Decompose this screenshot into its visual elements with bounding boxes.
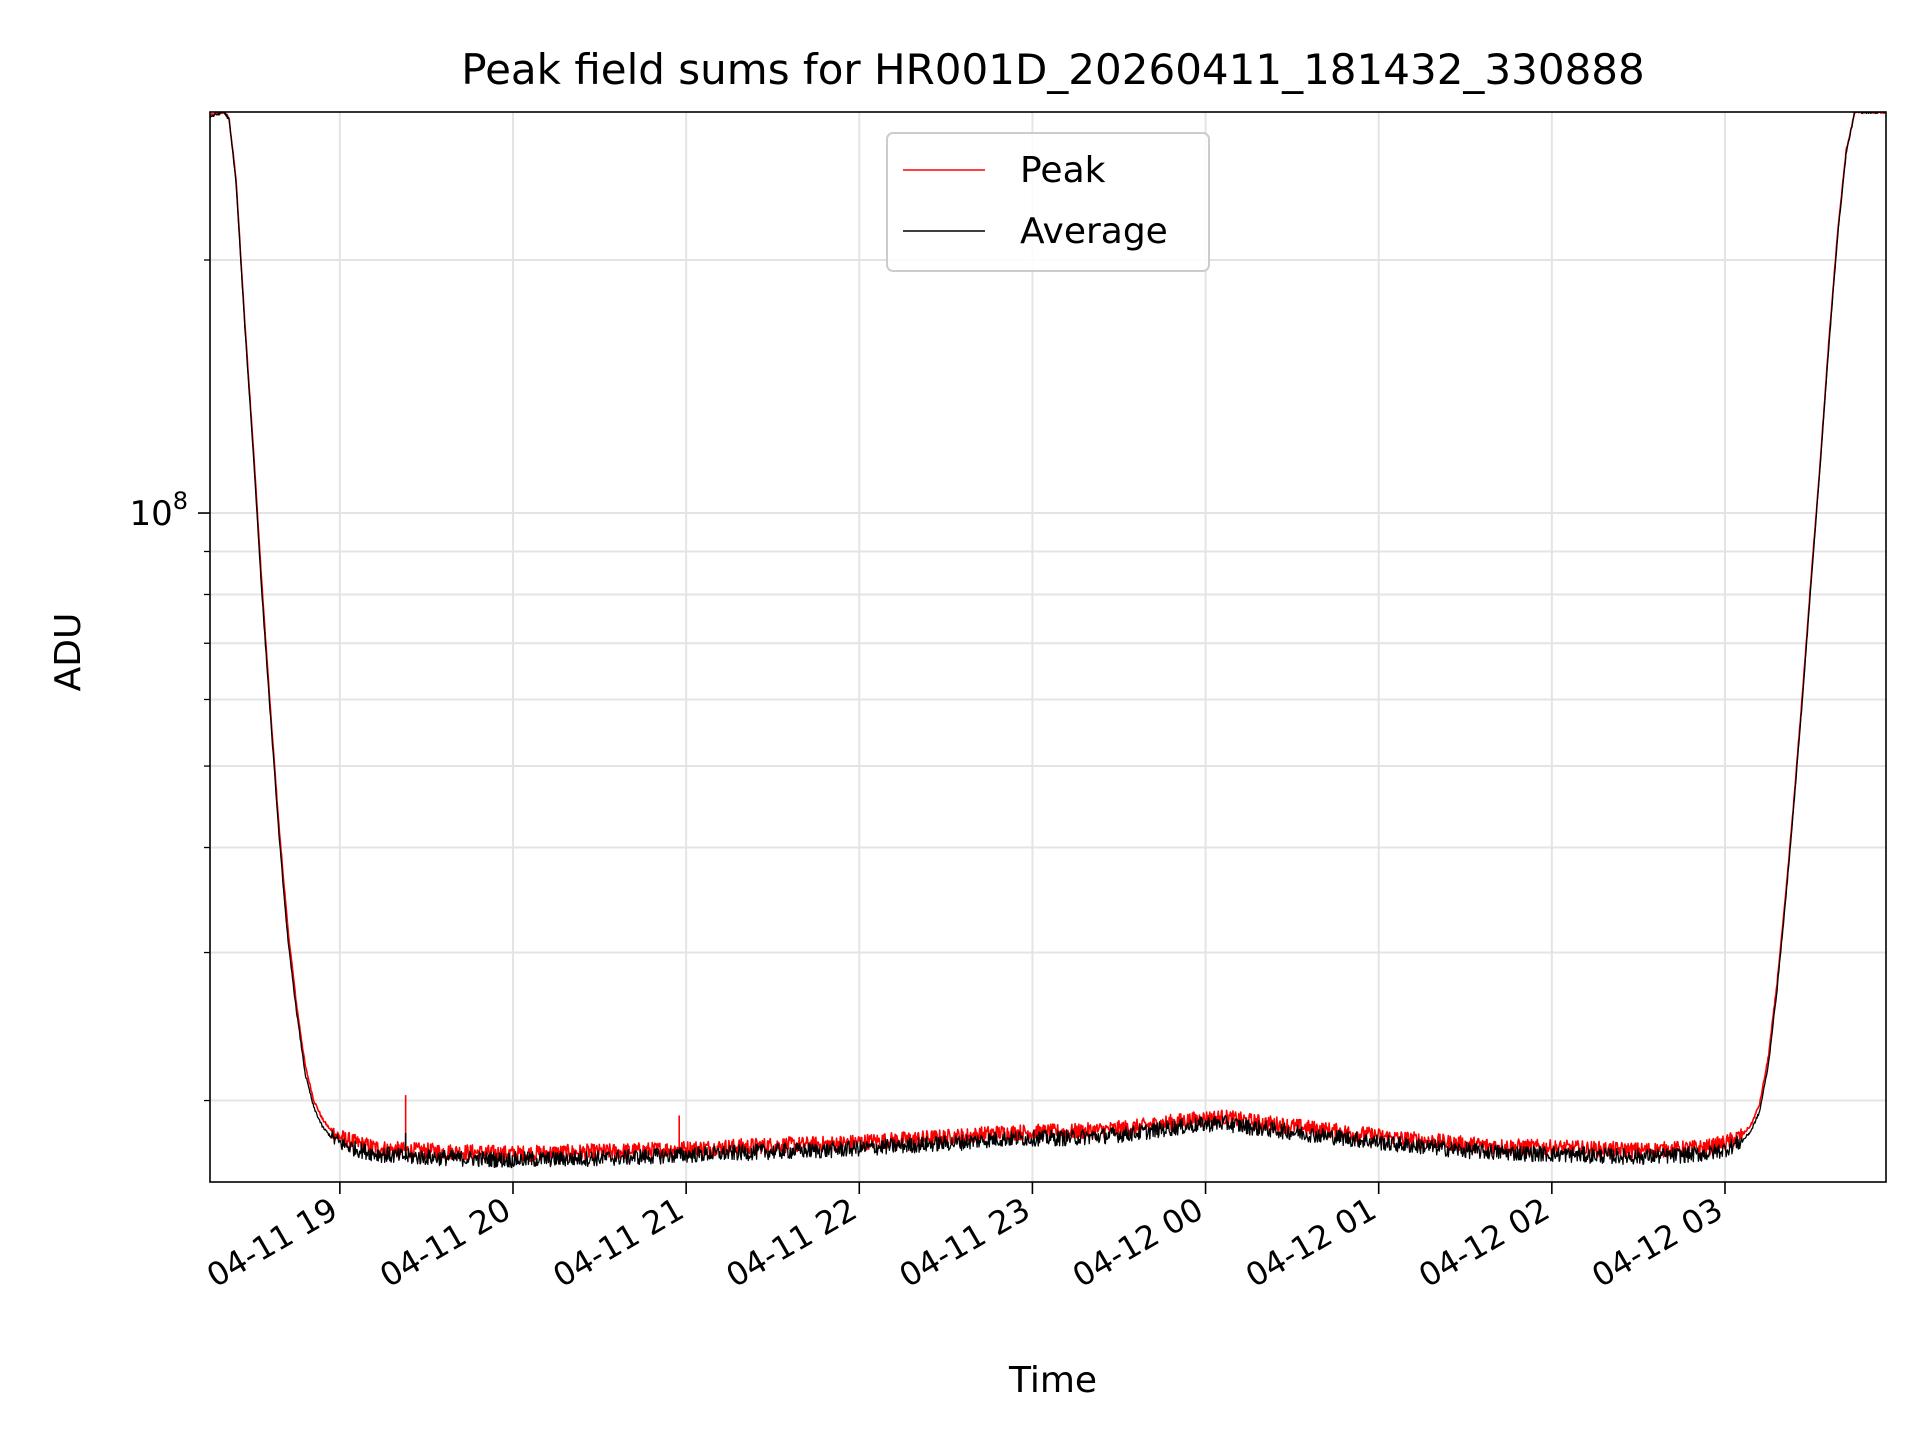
legend: Peak Average [886,132,1210,272]
legend-average-label: Average [1020,211,1168,252]
x-axis-label: Time [1008,1360,1097,1401]
series-average [210,112,1886,1169]
grid-lines [210,112,1886,1182]
chart-title: Peak field sums for HR001D_20260411_1814… [461,45,1645,94]
series-lines [210,112,1886,1169]
series-line-average [210,112,1886,1169]
y-axis-label: ADU [48,613,89,692]
legend-peak-label: Peak [1020,150,1106,191]
plot-frame [209,111,1887,1183]
legend-box [886,132,1210,272]
y-tick-label: 108 [129,487,188,534]
